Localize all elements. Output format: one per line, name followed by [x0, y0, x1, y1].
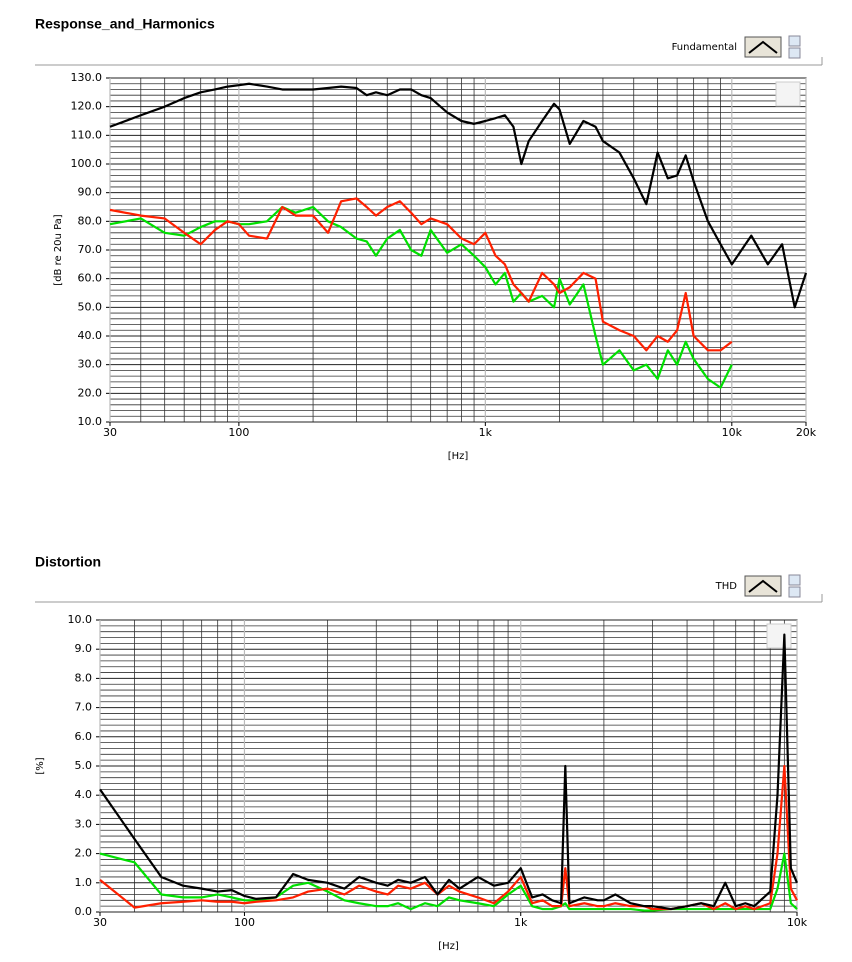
chart-title: Response_and_Harmonics: [35, 16, 215, 32]
x-tick-label: 100: [228, 426, 249, 439]
y-tick-label: 7.0: [75, 701, 93, 714]
y-tick-label: 120.0: [71, 100, 103, 113]
spin-down[interactable]: [788, 47, 801, 59]
series-line: [109, 205, 733, 389]
y-tick-label: 90.0: [78, 186, 103, 199]
x-tick-label: 10k: [722, 426, 743, 439]
y-tick-label: 110.0: [71, 128, 103, 141]
x-tick-label: 100: [234, 916, 255, 929]
y-tick-label: 60.0: [78, 272, 103, 285]
y-tick-label: 80.0: [78, 214, 103, 227]
y-axis-label: [dB re 20u Pa]: [53, 214, 64, 285]
y-axis-label: [%]: [35, 757, 46, 774]
y-tick-label: 70.0: [78, 243, 103, 256]
x-tick-label: 30: [93, 916, 107, 929]
series-line: [99, 764, 798, 911]
graph-palette: [766, 623, 792, 649]
y-tick-label: 5.0: [75, 759, 93, 772]
y-tick-label: 9.0: [75, 642, 93, 655]
y-tick-label: 10.0: [68, 613, 93, 626]
y-tick-label: 1.0: [75, 876, 93, 889]
y-tick-label: 20.0: [78, 386, 103, 399]
x-tick-label: 20k: [796, 426, 817, 439]
x-tick-label: 1k: [514, 916, 528, 929]
spin-up[interactable]: [788, 574, 801, 586]
y-tick-label: 130.0: [71, 71, 103, 84]
series-line: [99, 633, 799, 911]
y-tick-label: 4.0: [75, 788, 93, 801]
y-tick-label: 6.0: [75, 730, 93, 743]
y-tick-label: 2.0: [75, 847, 93, 860]
y-tick-label: 100.0: [71, 157, 103, 170]
x-axis-label: [Hz]: [438, 941, 459, 952]
y-tick-label: 30.0: [78, 358, 103, 371]
spin-down[interactable]: [788, 586, 801, 598]
x-tick-label: 30: [103, 426, 117, 439]
series-line: [109, 197, 733, 352]
x-tick-label: 10k: [787, 916, 808, 929]
y-tick-label: 3.0: [75, 817, 93, 830]
y-tick-label: 8.0: [75, 671, 93, 684]
y-tick-label: 40.0: [78, 329, 103, 342]
x-tick-label: 1k: [479, 426, 493, 439]
x-axis-label: [Hz]: [448, 451, 469, 462]
legend-icon: [748, 579, 778, 593]
chart-title: Distortion: [35, 554, 101, 570]
legend-icon: [748, 40, 778, 54]
y-tick-label: 10.0: [78, 415, 103, 428]
legend-label: THD: [715, 581, 738, 592]
spin-up[interactable]: [788, 35, 801, 47]
graph-palette: [775, 81, 801, 107]
y-tick-label: 50.0: [78, 300, 103, 313]
legend-plate: [744, 575, 782, 597]
legend-plate: [744, 36, 782, 58]
legend-label: Fundamental: [672, 42, 737, 53]
y-tick-label: 0.0: [75, 905, 93, 918]
series-line: [109, 82, 808, 309]
